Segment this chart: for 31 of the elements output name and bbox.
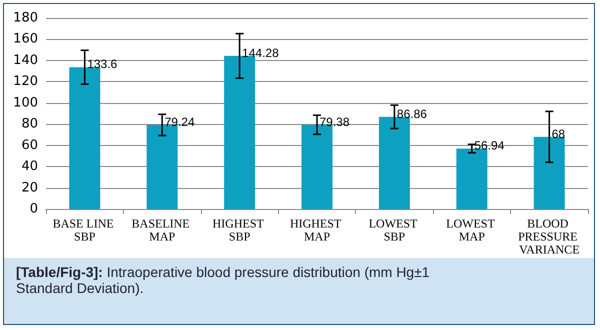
data-label: 144.28 [242, 46, 280, 60]
y-tick-label: 140 [13, 52, 38, 68]
bar [378, 116, 410, 209]
x-tick-label: LOWEST MAP [446, 216, 498, 244]
bar [534, 136, 565, 209]
data-label: 79.24 [164, 114, 195, 129]
y-tick-label: 80 [21, 116, 38, 132]
y-tick-label: 100 [13, 95, 38, 110]
bar [224, 56, 256, 209]
data-label: 86.86 [396, 106, 428, 121]
x-tick-label: HIGHEST MAP [290, 216, 344, 244]
y-tick-label: 0 [30, 202, 38, 216]
bar [456, 148, 488, 209]
data-label: 56.94 [474, 138, 505, 153]
x-tick-label: LOWEST SBP [368, 216, 420, 244]
x-tick-label: HIGHEST SBP [212, 216, 267, 244]
data-label: 133.6 [87, 57, 118, 72]
y-tick-label: 120 [13, 74, 38, 90]
y-tick-label: 160 [13, 32, 38, 47]
y-tick-label: 40 [21, 159, 38, 174]
bar [302, 124, 332, 209]
y-tick-label: 20 [21, 180, 38, 196]
y-tick-label: 60 [21, 138, 38, 153]
x-tick-label: BASE LINE SBP [52, 216, 117, 244]
data-label: 79.38 [319, 114, 350, 129]
bar [69, 67, 100, 209]
bar [146, 124, 178, 209]
x-tick-label: BLOOD PRESSURE VARIANCE [518, 216, 580, 256]
y-tick-label: 180 [13, 10, 38, 26]
x-tick-label: BASELINE MAP [132, 216, 193, 244]
text: [Table/Fig-3]: Intraoperative blood pressure distribution (mm Hg±1 Standard Deviation). [16, 264, 431, 296]
